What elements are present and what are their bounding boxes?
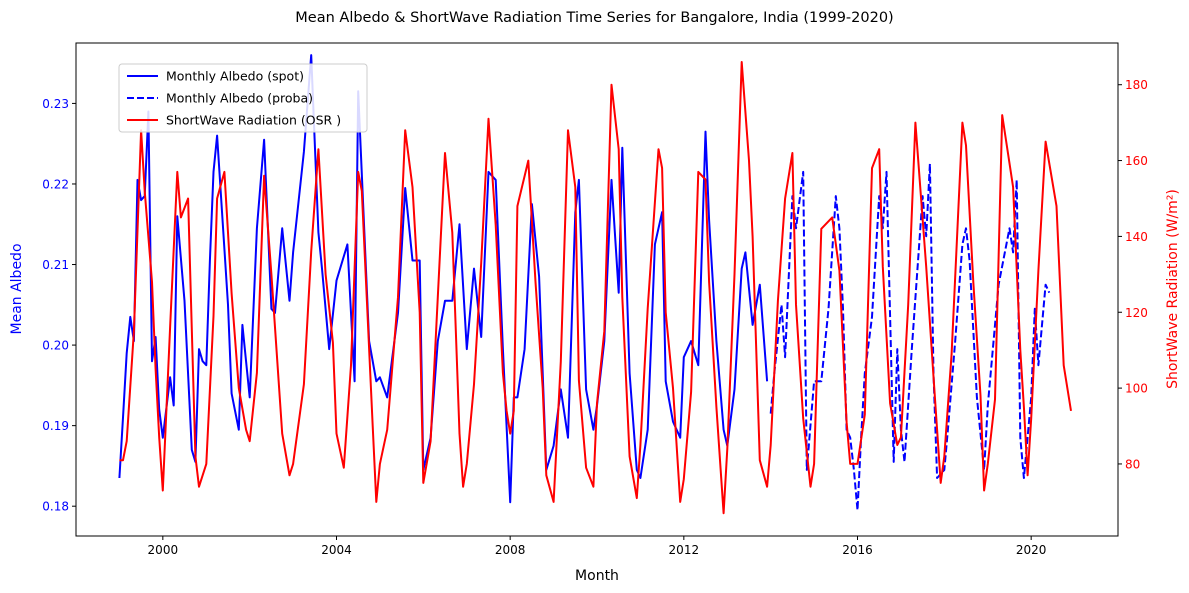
y-right-tick-label-5: 180 — [1125, 78, 1148, 92]
x-tick-label-2008: 2008 — [495, 543, 526, 557]
y-left-tick-label-1: 0.19 — [42, 419, 69, 433]
y-right-tick-label-3: 140 — [1125, 230, 1148, 244]
x-tick-label-2000: 2000 — [148, 543, 179, 557]
x-tick-label-2004: 2004 — [321, 543, 352, 557]
y-left-tick-label-2: 0.20 — [42, 339, 69, 353]
legend-label-albedo-spot: Monthly Albedo (spot) — [166, 69, 304, 84]
legend-label-osr: ShortWave Radiation (OSR ) — [166, 113, 341, 128]
y-right-tick-label-4: 160 — [1125, 154, 1148, 168]
chart-title: Mean Albedo & ShortWave Radiation Time S… — [295, 10, 893, 26]
x-axis: 2000 2004 2008 2012 2016 2020 — [148, 536, 1047, 557]
y-left-tick-label-0: 0.18 — [42, 500, 69, 514]
series-line-osr — [119, 61, 1072, 515]
y-left-tick-label-4: 0.22 — [42, 177, 69, 191]
y-axis-right-label: ShortWave Radiation (W/m²) — [1165, 189, 1181, 389]
x-tick-label-2016: 2016 — [842, 543, 873, 557]
plot-frame — [75, 42, 1119, 537]
x-tick-label-2012: 2012 — [669, 543, 700, 557]
y-axis-right: 80 100 120 140 160 180 — [1118, 78, 1148, 471]
y-left-tick-label-3: 0.21 — [42, 258, 69, 272]
plot-area — [118, 54, 1072, 515]
series-layer — [118, 54, 1072, 515]
y-right-tick-label-1: 100 — [1125, 382, 1148, 396]
y-right-tick-label-0: 80 — [1125, 457, 1140, 471]
legend: Monthly Albedo (spot) Monthly Albedo (pr… — [118, 63, 368, 133]
legend-box — [118, 63, 368, 133]
y-axis-left: 0.18 0.19 0.20 0.21 0.22 0.23 — [42, 97, 76, 514]
y-right-tick-label-2: 120 — [1125, 306, 1148, 320]
x-tick-label-2020: 2020 — [1016, 543, 1047, 557]
y-left-tick-label-5: 0.23 — [42, 97, 69, 111]
x-axis-label: Month — [575, 568, 619, 584]
legend-label-albedo-proba: Monthly Albedo (proba) — [166, 91, 313, 106]
y-axis-left-label: Mean Albedo — [9, 243, 25, 334]
series-line-albedo-proba — [769, 162, 1051, 512]
